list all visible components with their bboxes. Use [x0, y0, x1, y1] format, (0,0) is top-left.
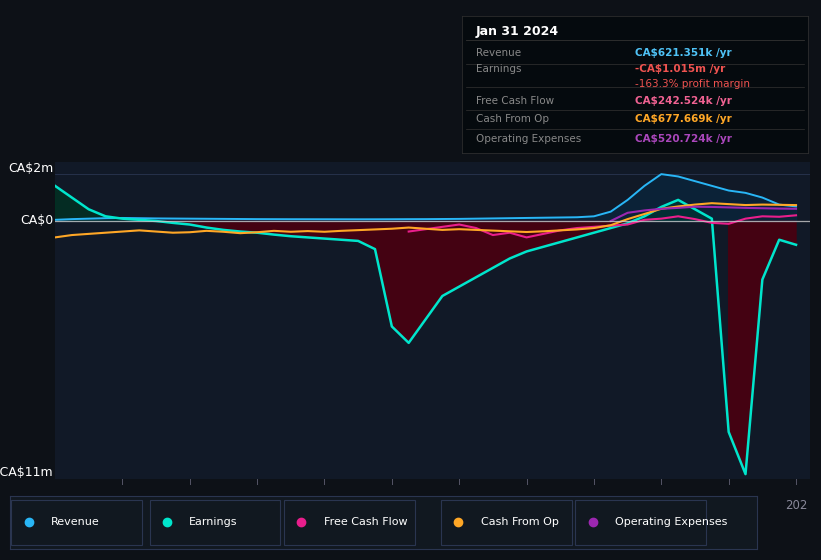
Text: Free Cash Flow: Free Cash Flow — [323, 517, 407, 527]
Text: CA$242.524k /yr: CA$242.524k /yr — [635, 96, 732, 106]
Text: 2019: 2019 — [444, 500, 475, 512]
Text: Revenue: Revenue — [51, 517, 99, 527]
Text: Jan 31 2024: Jan 31 2024 — [476, 25, 559, 38]
Text: CA$677.669k /yr: CA$677.669k /yr — [635, 114, 732, 124]
Text: CA$2m: CA$2m — [8, 162, 53, 175]
Text: 2018: 2018 — [377, 500, 406, 512]
Text: Revenue: Revenue — [476, 48, 521, 58]
Text: 2015: 2015 — [175, 500, 204, 512]
Text: CA$0: CA$0 — [21, 214, 53, 227]
Text: Free Cash Flow: Free Cash Flow — [476, 96, 554, 106]
Text: 2022: 2022 — [646, 500, 677, 512]
Text: 2014: 2014 — [108, 500, 137, 512]
Text: 202: 202 — [785, 500, 807, 512]
Text: Operating Expenses: Operating Expenses — [476, 134, 581, 144]
Text: 2020: 2020 — [511, 500, 541, 512]
Text: -CA$1.015m /yr: -CA$1.015m /yr — [635, 64, 725, 74]
Text: 2016: 2016 — [242, 500, 272, 512]
Text: Earnings: Earnings — [476, 64, 521, 74]
Text: 2017: 2017 — [310, 500, 339, 512]
Text: -CA$11m: -CA$11m — [0, 466, 53, 479]
Text: CA$520.724k /yr: CA$520.724k /yr — [635, 134, 732, 144]
Text: Earnings: Earnings — [189, 517, 237, 527]
Text: Cash From Op: Cash From Op — [480, 517, 558, 527]
Text: Cash From Op: Cash From Op — [476, 114, 549, 124]
Text: -163.3% profit margin: -163.3% profit margin — [635, 80, 750, 89]
Text: 2021: 2021 — [579, 500, 609, 512]
Text: Operating Expenses: Operating Expenses — [615, 517, 727, 527]
Text: CA$621.351k /yr: CA$621.351k /yr — [635, 48, 732, 58]
Text: 2023: 2023 — [713, 500, 744, 512]
